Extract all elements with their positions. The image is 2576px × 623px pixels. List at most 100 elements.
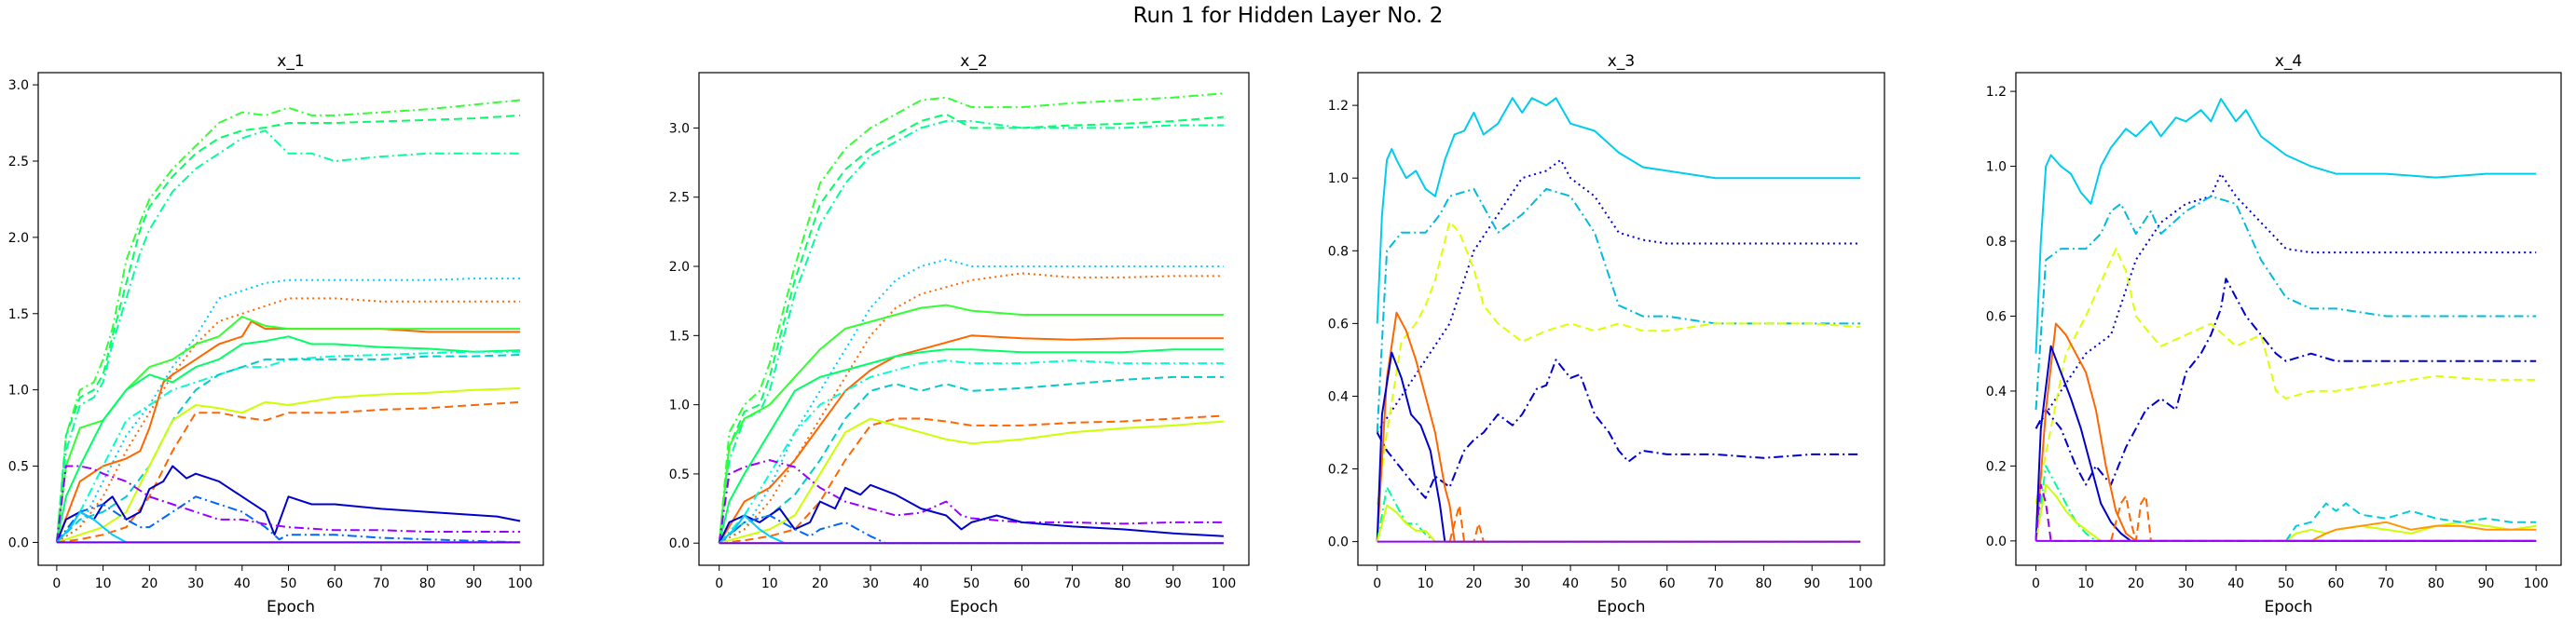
y-tick-label: 2.0	[669, 260, 690, 275]
series-line	[1376, 158, 1861, 434]
series-line	[719, 258, 1224, 545]
axes-frame	[2015, 72, 2562, 566]
y-tick-label: 0.2	[1986, 459, 2007, 474]
x-tick-label: 80	[2428, 576, 2445, 591]
x-tick-label: 100	[1212, 576, 1237, 591]
x-tick-label: 50	[963, 576, 980, 591]
x-tick-label: 0	[1373, 576, 1381, 591]
y-tick-label: 3.0	[669, 121, 690, 136]
series-line	[56, 510, 521, 544]
x-tick-label: 60	[326, 576, 343, 591]
y-tick-label: 0.8	[1986, 235, 2007, 250]
x-tick-label: 20	[1465, 576, 1482, 591]
y-tick-label: 0.0	[1328, 535, 1349, 550]
x-tick-label: 10	[2077, 576, 2094, 591]
x-tick-label: 70	[1064, 576, 1081, 591]
series-line	[718, 113, 1224, 544]
x-axis-label: Epoch	[267, 598, 315, 616]
series-line	[719, 375, 1224, 544]
x-tick-label: 90	[465, 576, 482, 591]
series-line	[1376, 359, 1861, 499]
x-tick-label: 80	[1755, 576, 1772, 591]
series-line	[718, 92, 1224, 544]
axes-frame	[1357, 72, 1885, 566]
figure-suptitle: Run 1 for Hidden Layer No. 2	[1132, 4, 1444, 28]
y-tick-label: 2.5	[669, 191, 690, 206]
x-axis-label: Epoch	[2264, 598, 2312, 616]
subplot-title: x_3	[1608, 52, 1635, 71]
x-tick-label: 100	[1848, 576, 1873, 591]
series-line	[1376, 97, 1861, 324]
x-tick-label: 0	[2032, 576, 2040, 591]
series-line	[2285, 521, 2537, 542]
y-tick-label: 1.5	[669, 329, 690, 344]
subplot-4: 0 10 20 30 40 50 60 70 80 90 100 0.0 0.2 0.4 0.6 0.8 1.0…	[1986, 52, 2562, 616]
series-line	[718, 459, 1224, 544]
x-tick-label: 60	[2328, 576, 2345, 591]
series-line	[1376, 486, 1861, 543]
series-line	[56, 297, 521, 544]
axes-frame	[37, 72, 544, 566]
y-tick-label: 1.5	[8, 307, 29, 322]
x-tick-label: 60	[1014, 576, 1031, 591]
x-tick-label: 70	[1707, 576, 1724, 591]
y-tick-label: 0.6	[1986, 309, 2007, 324]
series-line	[56, 400, 521, 544]
y-tick-label: 2.0	[8, 231, 29, 246]
axes-frame	[698, 72, 1250, 566]
series-line	[55, 114, 521, 543]
series-line	[719, 272, 1224, 545]
series-line	[55, 129, 521, 543]
series-line	[2035, 483, 2537, 542]
x-tick-label: 40	[1562, 576, 1579, 591]
subplot-title: x_4	[2275, 52, 2302, 71]
x-tick-label: 40	[912, 576, 929, 591]
x-tick-label: 0	[715, 576, 723, 591]
series-line	[719, 417, 1224, 545]
x-tick-label: 50	[281, 576, 297, 591]
series-line	[719, 514, 1224, 545]
x-tick-label: 90	[2478, 576, 2495, 591]
x-tick-label: 20	[812, 576, 829, 591]
series-line	[1448, 504, 1861, 543]
x-tick-label: 70	[2377, 576, 2394, 591]
subplot-title: x_1	[277, 52, 304, 71]
series-line	[2035, 172, 2537, 429]
series-line	[2035, 322, 2537, 542]
x-tick-label: 50	[2278, 576, 2295, 591]
x-tick-label: 60	[1659, 576, 1676, 591]
series-line	[56, 387, 521, 544]
y-tick-label: 0.4	[1986, 385, 2007, 400]
series-line	[718, 334, 1224, 544]
y-tick-label: 0.0	[8, 535, 29, 550]
series-line	[718, 359, 1224, 544]
x-tick-label: 30	[1514, 576, 1530, 591]
x-tick-label: 50	[1610, 576, 1627, 591]
y-tick-label: 1.2	[1986, 85, 2007, 100]
x-tick-label: 70	[373, 576, 390, 591]
y-tick-label: 1.0	[1986, 160, 2007, 175]
x-tick-label: 40	[2227, 576, 2244, 591]
y-tick-label: 0.6	[1328, 317, 1349, 332]
series-line	[1376, 351, 1861, 543]
series-line	[2035, 195, 2537, 411]
x-tick-label: 20	[141, 576, 158, 591]
series-line	[55, 316, 521, 543]
series-line	[2284, 502, 2537, 542]
series-line	[56, 278, 521, 544]
series-line	[55, 465, 521, 543]
series-group	[718, 92, 1224, 545]
y-tick-label: 0.5	[669, 467, 690, 482]
x-tick-label: 100	[508, 576, 533, 591]
series-line	[2035, 248, 2537, 504]
series-line	[56, 354, 521, 544]
y-tick-label: 0.0	[669, 536, 690, 551]
series-group	[2035, 98, 2537, 542]
x-tick-label: 30	[187, 576, 204, 591]
x-tick-label: 30	[2178, 576, 2195, 591]
y-tick-label: 0.2	[1328, 463, 1349, 478]
y-tick-label: 3.0	[8, 78, 29, 93]
y-tick-label: 0.5	[8, 460, 29, 475]
